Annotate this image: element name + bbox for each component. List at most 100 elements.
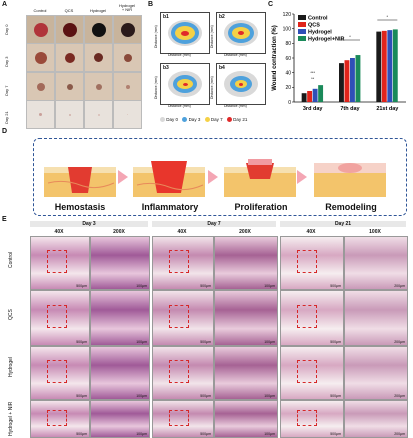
wound-photo-cell <box>55 72 84 101</box>
bar-hydrogel-0 <box>312 88 318 102</box>
axis-ylabel: Distance (mm) <box>210 25 214 48</box>
bar-qcs-2 <box>381 30 387 102</box>
rowlabel-qcs: QCS <box>8 309 14 320</box>
rowlabel-hydrogel-nir: Hydrogel + NIR <box>8 401 14 436</box>
wound-photo-cell <box>84 100 113 129</box>
histology-image: 200μm <box>344 346 408 400</box>
scale-bar-label: 500μm <box>200 432 211 436</box>
y-tick-label: 0 <box>288 100 291 106</box>
wound-region <box>64 52 75 63</box>
legend-day0: Day 0 <box>166 117 179 122</box>
histology-image: 200μm <box>344 236 408 290</box>
histology-image: 500μm <box>280 290 344 346</box>
legend-day7-marker <box>204 117 210 123</box>
scale-bar-label: 500μm <box>330 284 341 288</box>
wound-trace-area <box>181 30 189 36</box>
histology-image: 500μm <box>152 236 214 290</box>
wound-region <box>34 51 47 64</box>
wound-photo-cell <box>113 15 142 44</box>
histology-image: 100μm <box>214 236 278 290</box>
scale-bar-label: 100μm <box>264 340 275 344</box>
axis-xlabel: Distance (mm) <box>224 53 247 57</box>
x-tick-label: 3rd day <box>303 106 324 112</box>
bar-qcs-1 <box>344 60 350 102</box>
scale-bar-label: 100μm <box>136 284 147 288</box>
scale-bar-label: 500μm <box>76 432 87 436</box>
panel-label-c: C <box>268 1 274 8</box>
bar-control-2 <box>376 31 382 103</box>
legend-swatch <box>298 29 306 34</box>
wound-trace-plot: b1 <box>160 12 210 54</box>
panel-b-legend: Day 0 Day 3 Day 7 Day 21 <box>160 117 270 125</box>
zoom-region-box <box>169 250 189 273</box>
wound-photo-cell <box>26 72 55 101</box>
scale-bar-label: 500μm <box>330 340 341 344</box>
rowhead-day21: Day 21 <box>4 111 9 124</box>
colhead-control: Control <box>33 8 47 13</box>
stage-inflammatory-illustration <box>133 153 205 197</box>
scale-bar-label: 200μm <box>394 340 405 344</box>
wound-photo-cell <box>55 43 84 72</box>
wound-region <box>62 22 77 37</box>
wound-photo-cell <box>113 72 142 101</box>
wound-trace-plot: b3 <box>160 63 210 105</box>
wound-region <box>97 113 100 116</box>
sig-marker-4: * <box>387 14 389 19</box>
scale-bar-label: 500μm <box>330 394 341 398</box>
wound-photo-cell <box>26 15 55 44</box>
scale-bar-label: 200μm <box>394 432 405 436</box>
wound-trace-plot: b4 <box>216 63 266 105</box>
wound-photo-cell <box>113 43 142 72</box>
x-tick-label: 7th day <box>340 106 360 112</box>
scale-bar-label: 500μm <box>200 394 211 398</box>
panel-c-wound-contraction-chart: 0 20 40 60 80 100 120 Wound contraction (%) 3rd … <box>272 12 406 112</box>
legend-swatch <box>298 22 306 27</box>
histology-image: 500μm <box>30 290 90 346</box>
zoom-region-box <box>47 250 67 273</box>
scale-bar-label: 100μm <box>264 284 275 288</box>
scale-bar-label: 500μm <box>200 284 211 288</box>
panel-label-e: E <box>2 216 7 223</box>
zoom-region-box <box>47 410 67 427</box>
stage-hemostasis-illustration <box>44 153 116 197</box>
zoom-region-box <box>47 360 67 383</box>
stage-remodeling-illustration <box>314 153 386 197</box>
legend-label: Hydrogel <box>308 30 332 36</box>
histology-image: 500μm <box>280 346 344 400</box>
axis-ylabel: Distance (mm) <box>154 76 158 99</box>
scale-bar-label: 500μm <box>200 340 211 344</box>
zoom-region-box <box>297 250 317 273</box>
legend-day21-marker <box>226 117 232 123</box>
stage-proliferation-illustration <box>224 153 296 197</box>
zoom-region-box <box>297 410 317 427</box>
wound-region <box>120 22 135 37</box>
bar-hydrogelnir-1 <box>355 55 361 102</box>
group-header-day3: Day 3 <box>30 221 148 227</box>
bar-control-1 <box>339 63 344 102</box>
wound-region <box>39 113 42 116</box>
arrow-1 <box>118 170 128 184</box>
wound-region <box>66 83 73 90</box>
histology-image: 100μm <box>90 290 150 346</box>
zoom-region-box <box>297 360 317 383</box>
y-tick-label: 20 <box>285 85 291 91</box>
histology-image: 500μm <box>152 400 214 438</box>
wound-region <box>68 113 71 116</box>
mag-header-4: 200X <box>239 229 251 235</box>
axis-xlabel: Distance (mm) <box>224 104 247 108</box>
x-tick-label: 21st day <box>376 106 399 112</box>
wound-region <box>33 22 48 37</box>
wound-trace-area <box>182 82 188 86</box>
wound-region <box>123 53 132 62</box>
zoom-region-box <box>297 304 317 329</box>
wound-photo-cell <box>113 100 142 129</box>
histology-image: 100μm <box>214 400 278 438</box>
histology-image: 200μm <box>344 400 408 438</box>
histology-image: 100μm <box>90 346 150 400</box>
histology-image: 100μm <box>214 290 278 346</box>
bar-control-0 <box>301 93 307 102</box>
subplot-label: b2 <box>219 14 225 20</box>
stage-label-proliferation: Proliferation <box>234 202 288 212</box>
wound-photo-cell <box>26 100 55 129</box>
zoom-region-box <box>169 410 189 427</box>
